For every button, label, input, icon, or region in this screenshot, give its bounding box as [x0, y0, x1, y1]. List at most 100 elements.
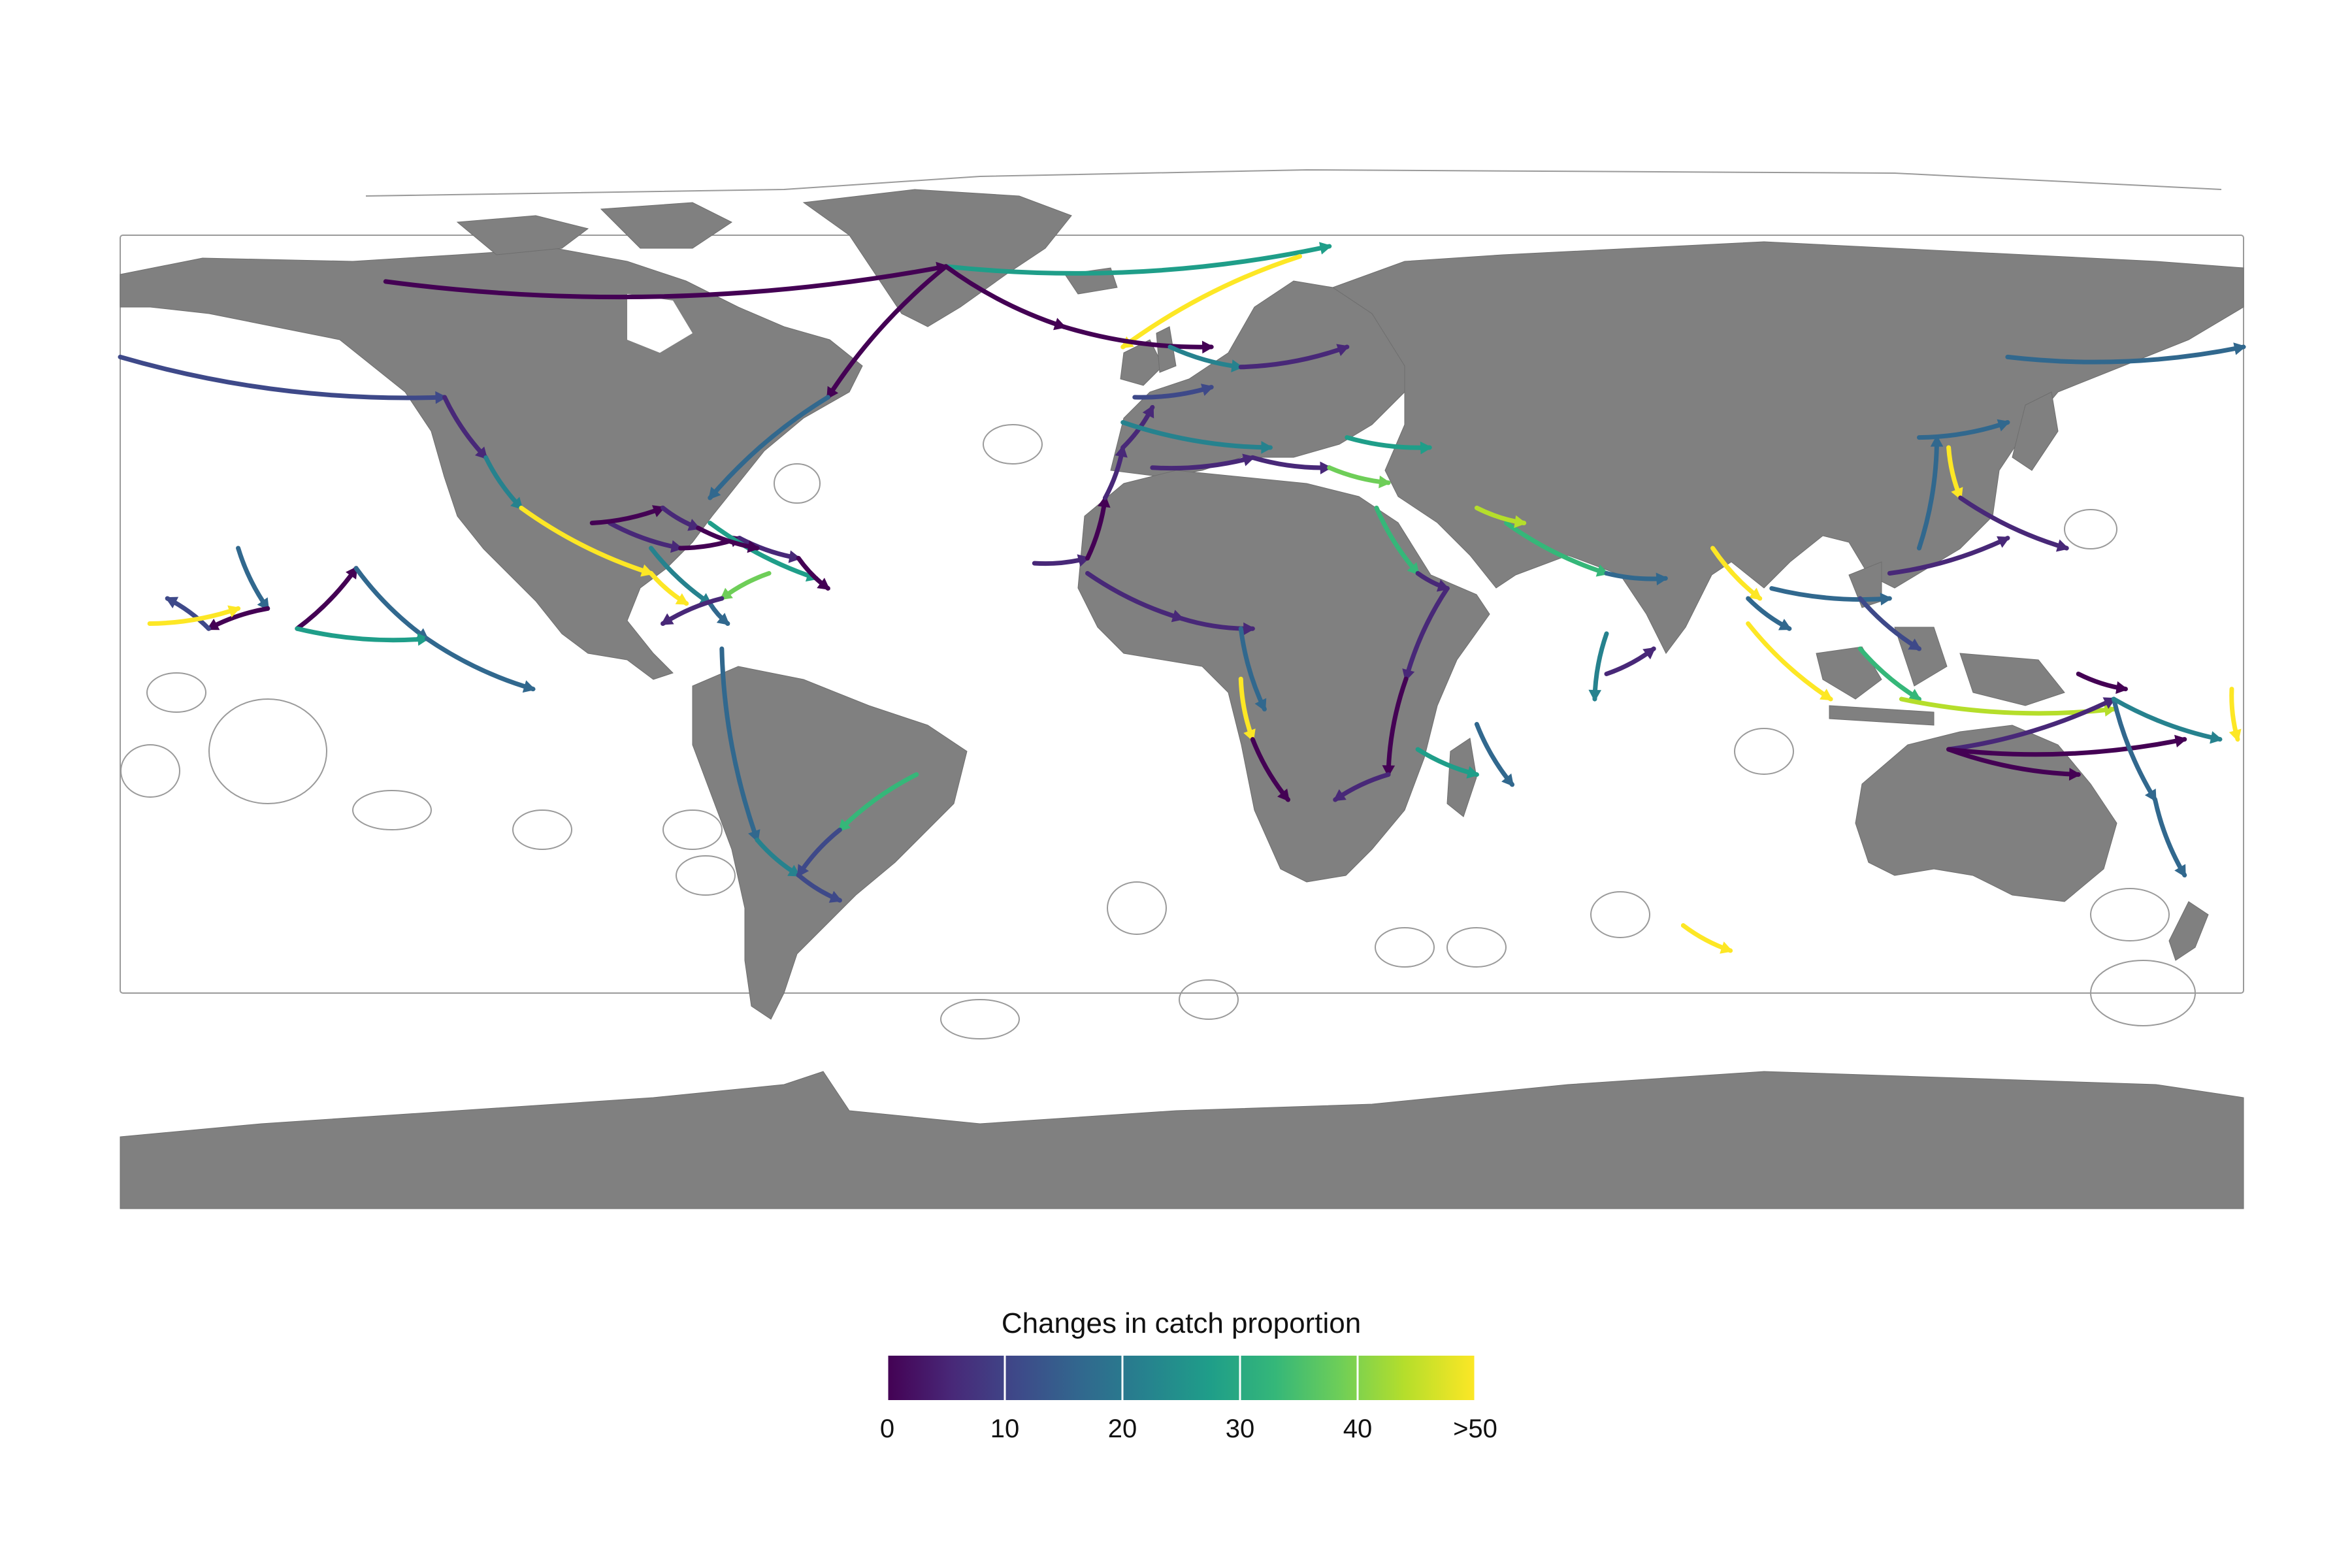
flow-arrowhead	[1908, 638, 1921, 651]
flow-arrowhead	[1254, 698, 1267, 712]
flow-arrow	[1857, 596, 1921, 651]
flow-arrow	[943, 264, 1066, 329]
flow-arrow	[1769, 586, 1892, 602]
flow-arrow	[1946, 737, 2187, 757]
flow-arrowhead	[828, 890, 843, 903]
flow-arrowhead	[1908, 689, 1921, 701]
flow-arrowhead	[1142, 404, 1154, 419]
flow-arrowhead	[1379, 475, 1391, 489]
flow-arrow	[2111, 696, 2223, 742]
flow-arrowhead	[165, 596, 179, 609]
flow-arrow	[295, 566, 359, 631]
legend-tick-label: 20	[1108, 1414, 1137, 1443]
legend-colorbar	[887, 1356, 1475, 1400]
flow-arrowhead	[1997, 419, 2010, 432]
eez-outlines	[120, 169, 2244, 1039]
flow-arrow	[1958, 495, 2069, 551]
flow-arrow	[2111, 696, 2158, 802]
flow-arrowhead	[1200, 384, 1214, 396]
flow-arrowhead	[2174, 864, 2186, 877]
flow-arrow	[1150, 455, 1255, 471]
flow-arrow	[1916, 420, 2010, 440]
flow-arrow	[708, 395, 830, 500]
legend-tick-label: 40	[1343, 1414, 1373, 1443]
legend-title: Changes in catch proportion	[1002, 1307, 1361, 1339]
flow-arrowhead	[1243, 622, 1256, 636]
flow-arrowhead	[797, 864, 809, 877]
flow-arrowhead	[2229, 728, 2242, 742]
land-masses	[120, 189, 2244, 1209]
flow-arrow	[1386, 676, 1409, 777]
flow-arrowhead	[1201, 340, 1215, 354]
legend-tick-label: 10	[990, 1414, 1020, 1443]
flow-arrow	[1946, 696, 2116, 752]
flow-arrow	[1946, 747, 2081, 777]
flow-arrow	[519, 505, 653, 576]
flow-arrowhead	[1320, 461, 1332, 474]
flow-arrowhead	[2068, 768, 2082, 781]
flow-arrowhead	[1277, 788, 1290, 802]
flow-arrowhead	[1231, 359, 1244, 372]
flow-arrow	[825, 264, 949, 400]
flow-arrowhead	[417, 632, 430, 646]
land-asia	[1331, 241, 2244, 654]
flow-arrow	[1345, 435, 1432, 450]
flow-arrow	[2005, 344, 2246, 365]
flow-arrow	[118, 354, 448, 400]
flow-arrow	[424, 636, 536, 692]
flow-arrowhead	[817, 578, 830, 590]
flow-arrow	[649, 546, 713, 606]
land-australia	[1855, 725, 2117, 902]
flow-arrow	[1238, 344, 1350, 370]
flow-arrowhead	[1588, 689, 1602, 702]
flow-arrowhead	[1819, 689, 1833, 701]
flow-arrowhead	[1997, 536, 2010, 548]
flow-arrowhead	[1930, 434, 1944, 447]
flow-arrowhead	[1466, 766, 1480, 779]
legend-tick-label: 0	[880, 1414, 894, 1443]
flow-arrow	[1238, 626, 1267, 711]
flow-arrowhead	[1880, 593, 1893, 606]
flow-arrowhead	[1261, 441, 1273, 454]
flow-arrowhead	[708, 486, 721, 500]
flow-arrowhead	[1720, 941, 1733, 954]
flow-arrowhead	[747, 540, 760, 553]
flow-arrow	[1120, 420, 1273, 450]
land-antarctica	[120, 1071, 2244, 1209]
flow-arrow	[1061, 324, 1214, 350]
flow-arrowhead	[2233, 342, 2246, 355]
flow-arrowhead	[1318, 242, 1332, 255]
flow-arrow	[1887, 536, 2010, 576]
flow-arrowhead	[1778, 619, 1792, 630]
legend-tick-label: 30	[1226, 1414, 1255, 1443]
flow-arrowhead	[1642, 647, 1656, 660]
flow-arrowhead	[1514, 515, 1527, 529]
flow-arrowhead	[1748, 587, 1762, 600]
flow-arrowhead	[716, 613, 730, 626]
flow-arrowhead	[2115, 681, 2129, 694]
flow-arrow	[206, 606, 270, 631]
flow-arrowhead	[675, 593, 689, 605]
flow-arrows	[118, 242, 2246, 954]
flow-arrow	[236, 546, 270, 611]
flow-arrowhead	[1420, 441, 1433, 455]
flow-arrow	[2153, 797, 2187, 877]
flow-arrowhead	[435, 391, 448, 404]
land-greenland	[802, 189, 1072, 327]
land-south-america	[692, 666, 968, 1020]
flow-arrow	[147, 606, 241, 626]
flow-arrowhead	[1501, 773, 1514, 787]
flow-arrowhead	[2210, 731, 2223, 744]
flow-arrow	[837, 772, 919, 832]
flow-arrowhead	[1382, 765, 1396, 777]
flow-arrow	[1403, 586, 1450, 681]
flow-arrow	[1504, 521, 1609, 576]
flow-arrow	[1916, 435, 1940, 551]
flow-arrow	[1250, 455, 1332, 470]
flow-arrow	[295, 626, 429, 643]
legend-tick-label: >50	[1453, 1414, 1497, 1443]
flow-arrowhead	[788, 550, 802, 563]
flow-arrow	[1120, 253, 1303, 350]
flow-arrowhead	[1333, 789, 1347, 802]
